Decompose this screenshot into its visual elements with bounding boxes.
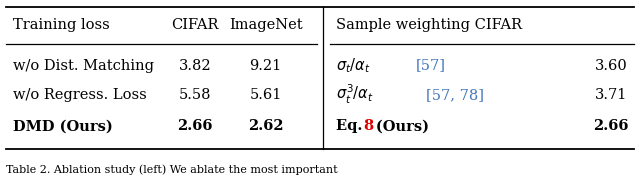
Text: 3.82: 3.82 bbox=[179, 59, 211, 72]
Text: 8: 8 bbox=[363, 120, 373, 133]
Text: Sample weighting CIFAR: Sample weighting CIFAR bbox=[336, 18, 522, 31]
Text: $\sigma_t/\alpha_t$: $\sigma_t/\alpha_t$ bbox=[336, 56, 371, 75]
Text: Training loss: Training loss bbox=[13, 18, 109, 31]
Text: CIFAR: CIFAR bbox=[172, 18, 219, 31]
Text: Eq.: Eq. bbox=[336, 120, 365, 133]
Text: DMD (Ours): DMD (Ours) bbox=[13, 120, 113, 133]
Text: w/o Regress. Loss: w/o Regress. Loss bbox=[13, 88, 147, 102]
Text: 9.21: 9.21 bbox=[250, 59, 282, 72]
Text: ImageNet: ImageNet bbox=[228, 18, 303, 31]
Text: 3.71: 3.71 bbox=[595, 88, 627, 102]
Text: 2.66: 2.66 bbox=[593, 120, 629, 133]
Text: 5.61: 5.61 bbox=[250, 88, 282, 102]
Text: $\sigma_t^3/\alpha_t$: $\sigma_t^3/\alpha_t$ bbox=[336, 83, 374, 106]
Text: Table 2. Ablation study (left) We ablate the most important: Table 2. Ablation study (left) We ablate… bbox=[6, 164, 338, 175]
Text: 2.66: 2.66 bbox=[177, 120, 213, 133]
Text: (Ours): (Ours) bbox=[373, 120, 429, 133]
Text: 3.60: 3.60 bbox=[595, 59, 628, 72]
Text: 5.58: 5.58 bbox=[179, 88, 211, 102]
Text: [57, 78]: [57, 78] bbox=[426, 88, 484, 102]
Text: 2.62: 2.62 bbox=[248, 120, 284, 133]
Text: w/o Dist. Matching: w/o Dist. Matching bbox=[13, 59, 154, 72]
Text: [57]: [57] bbox=[416, 59, 446, 72]
